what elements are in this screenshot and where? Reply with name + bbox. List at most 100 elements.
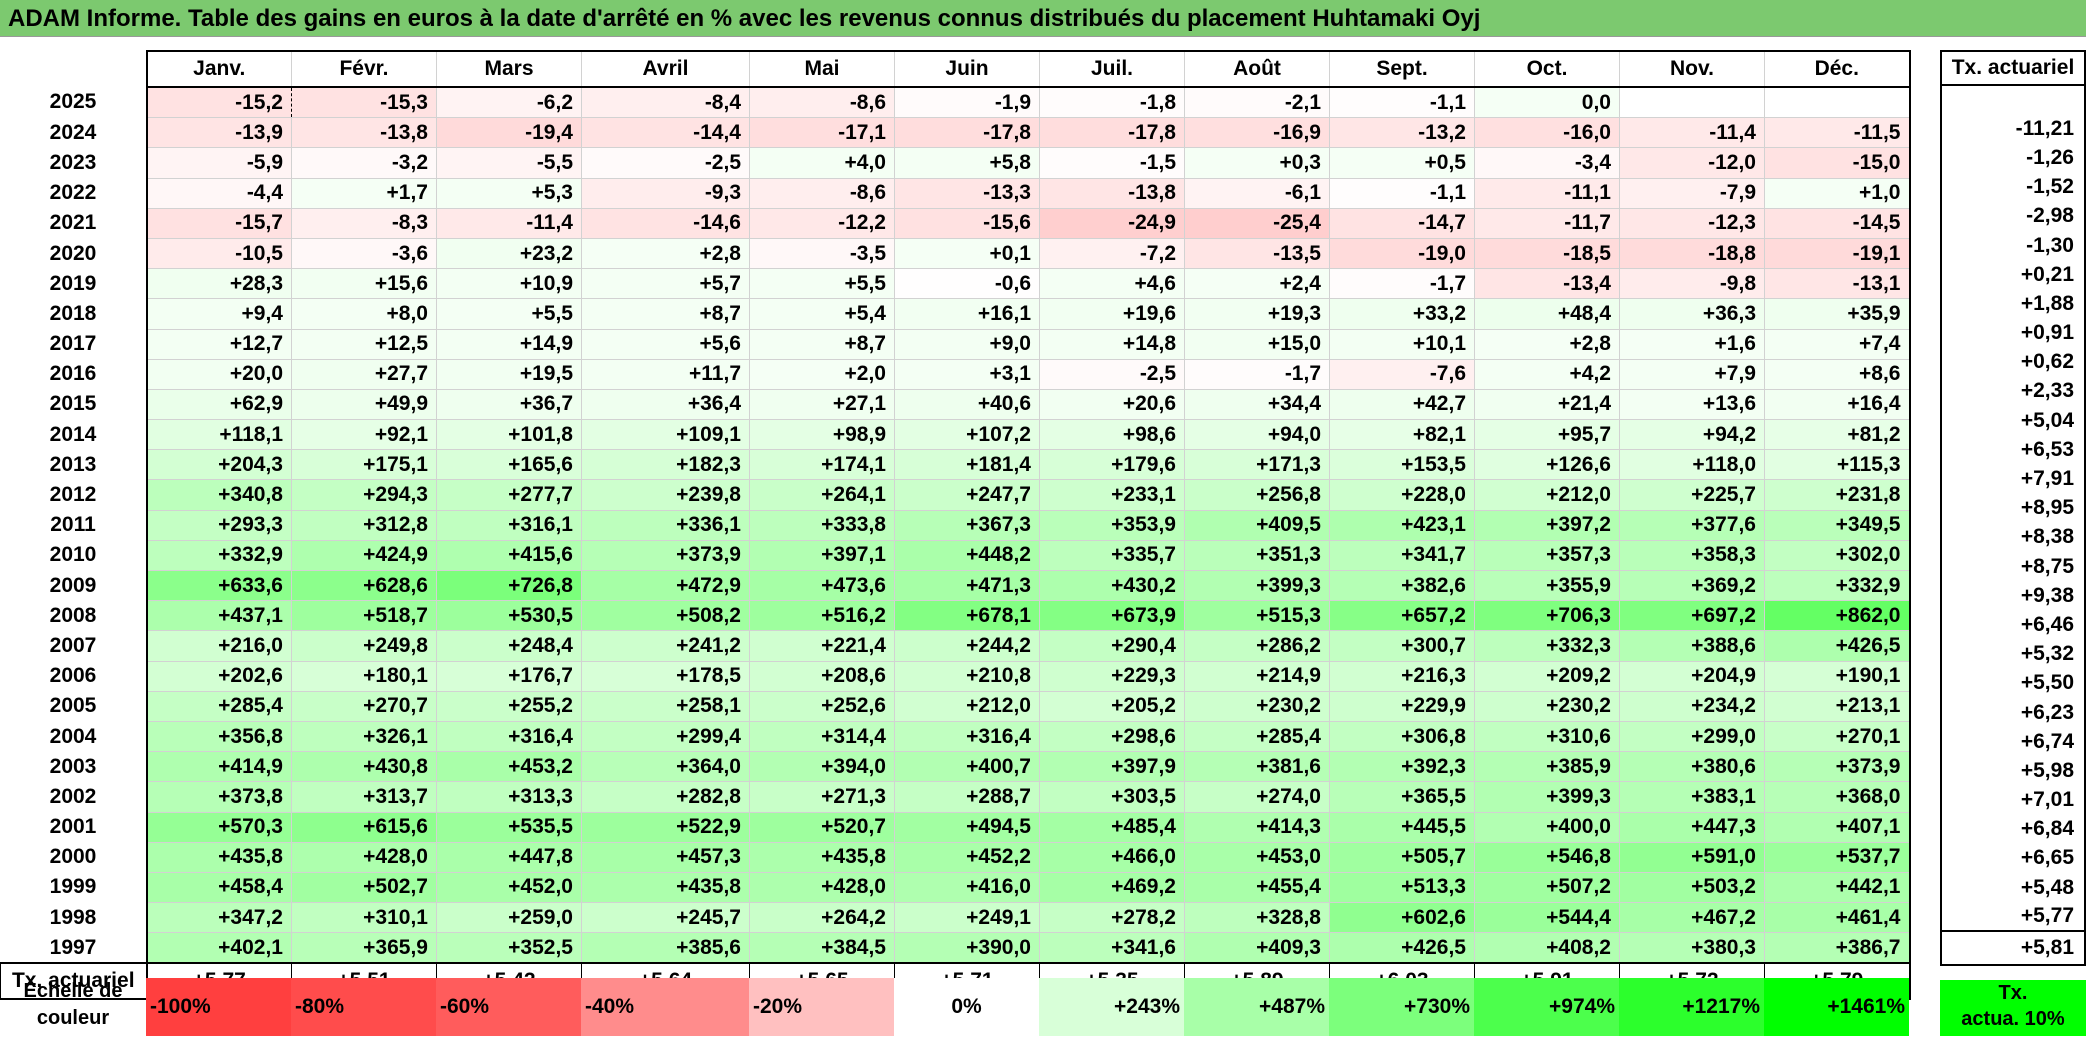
gain-cell: +1,6 (1619, 329, 1765, 360)
gain-cell: +507,2 (1474, 872, 1620, 904)
gain-cell: +40,6 (894, 389, 1040, 421)
gain-cell: -6,1 (1184, 178, 1330, 209)
gain-cell: +332,9 (1764, 570, 1911, 602)
gain-cell: +426,5 (1764, 630, 1911, 662)
gain-cell: +4,2 (1474, 359, 1620, 390)
gain-cell: +221,4 (749, 630, 895, 662)
table-row: 2009 +633,6 +628,6 +726,8 +472,9 +473,6 +471,3… (0, 570, 1911, 602)
table-row: 2015 +62,9 +49,9 +36,7 +36,4 +27,1 +40,6 +20,6 +… (0, 389, 1911, 421)
gain-cell: +2,8 (1474, 329, 1620, 360)
tx-cell: -11,21 (1940, 114, 2086, 144)
gain-cell: +399,3 (1184, 570, 1330, 602)
gain-cell: +34,4 (1184, 389, 1330, 421)
month-header: Juil. (1039, 50, 1185, 88)
gain-cell: +364,0 (581, 751, 750, 783)
gain-cell: +5,8 (894, 147, 1040, 179)
gain-cell: -13,3 (894, 178, 1040, 209)
gain-cell: +15,6 (291, 268, 437, 300)
color-scale-label: Echelle de couleur (0, 978, 146, 1036)
gain-cell: +435,8 (581, 872, 750, 904)
gain-cell: -19,0 (1329, 238, 1475, 270)
gain-cell: +175,1 (291, 449, 437, 481)
scale-swatch: +1217% (1619, 978, 1764, 1036)
table-row: 2010 +332,9 +424,9 +415,6 +373,9 +397,1 +448,2… (0, 540, 1911, 572)
gain-cell: +461,4 (1764, 902, 1911, 934)
gain-cell: +515,3 (1184, 600, 1330, 632)
tx-cell: +8,95 (1940, 493, 2086, 523)
tx-cell: -2,98 (1940, 201, 2086, 231)
gain-cell: +285,4 (146, 691, 292, 722)
table-row: 2020 -10,5 -3,6 +23,2 +2,8 -3,5 +0,1 -7,2 -13,5-… (0, 238, 1911, 270)
year-label: 2002 (0, 781, 148, 812)
gain-cell: +259,0 (436, 902, 582, 934)
gain-cell: +397,9 (1039, 751, 1185, 783)
gain-cell: +368,0 (1764, 781, 1911, 813)
gain-cell: -18,5 (1474, 238, 1620, 270)
tx-cell: +1,88 (1940, 289, 2086, 319)
gain-cell: +21,4 (1474, 389, 1620, 421)
gain-cell: -2,5 (581, 147, 750, 179)
gain-cell: -13,2 (1329, 117, 1475, 149)
gain-cell: +591,0 (1619, 842, 1765, 873)
scale-tx-swatch: Tx. actua. 10% (1940, 980, 2086, 1036)
gain-cell: +216,0 (146, 630, 292, 662)
year-label: 2014 (0, 419, 148, 450)
tx-cell: +5,98 (1940, 756, 2086, 786)
year-label: 2017 (0, 329, 148, 360)
gain-cell: +28,3 (146, 268, 292, 300)
year-label: 2004 (0, 721, 148, 752)
gain-cell (1619, 87, 1765, 119)
gain-cell: +373,8 (146, 781, 292, 813)
gain-cell: +333,8 (749, 510, 895, 541)
gain-cell: +341,6 (1039, 932, 1185, 964)
tx-cell: +8,75 (1940, 552, 2086, 582)
month-header-row: Janv. Févr. Mars Avril Mai Juin Juil. Ao… (0, 50, 1911, 88)
gain-cell: +278,2 (1039, 902, 1185, 934)
tx-header: Tx. actuariel (1940, 50, 2086, 86)
gain-cell: +94,0 (1184, 419, 1330, 451)
gain-cell: +107,2 (894, 419, 1040, 451)
gain-cell: +453,0 (1184, 842, 1330, 873)
gain-cell: +544,4 (1474, 902, 1620, 934)
gain-cell: -12,2 (749, 208, 895, 239)
gain-cell: +239,8 (581, 479, 750, 511)
gain-cell: -11,4 (436, 208, 582, 239)
gain-cell: -15,6 (894, 208, 1040, 239)
gain-cell: +862,0 (1764, 600, 1911, 632)
gain-cell: +447,8 (436, 842, 582, 873)
gain-cell: +98,6 (1039, 419, 1185, 451)
gain-cell: +453,2 (436, 751, 582, 783)
gain-cell: +353,9 (1039, 510, 1185, 541)
gain-cell: -1,7 (1329, 268, 1475, 300)
gain-cell: +181,4 (894, 449, 1040, 481)
year-label: 2022 (0, 178, 148, 209)
year-label: 2024 (0, 117, 148, 148)
gain-cell: +101,8 (436, 419, 582, 451)
gain-cell: +248,4 (436, 630, 582, 662)
gain-cell: +5,7 (581, 268, 750, 300)
month-header: Avril (581, 50, 750, 88)
scale-tx-line2: actua. 10% (1961, 1008, 2065, 1030)
gain-cell: +314,4 (749, 721, 895, 753)
gain-cell: +202,6 (146, 661, 292, 692)
tx-cell: +6,74 (1940, 727, 2086, 757)
scale-tx-line1: Tx. (1998, 982, 2028, 1004)
gain-cell: +494,5 (894, 812, 1040, 843)
table-row: 2025 -15,2 -15,3 -6,2 -8,4 -8,6 -1,9 -1,8 -2,1 -1… (0, 86, 1911, 119)
gain-cell: -14,4 (581, 117, 750, 149)
gain-cell: +673,9 (1039, 600, 1185, 632)
gain-cell: +485,4 (1039, 812, 1185, 843)
table-row: 2011 +293,3 +312,8 +316,1 +336,1 +333,8 +367,3… (0, 510, 1911, 541)
gain-cell: +469,2 (1039, 872, 1185, 904)
table-row: 2013 +204,3 +175,1 +165,6 +182,3 +174,1 +181,4… (0, 449, 1911, 481)
gain-cell: +380,3 (1619, 932, 1765, 964)
table-row: 2000 +435,8 +428,0 +447,8 +457,3 +435,8 +452,2… (0, 842, 1911, 873)
gain-cell: -13,5 (1184, 238, 1330, 270)
gain-cell: +390,0 (894, 932, 1040, 964)
tx-cell: +0,21 (1940, 260, 2086, 290)
gain-cell: -17,8 (1039, 117, 1185, 149)
table-row: 2004 +356,8 +326,1 +316,4 +299,4 +314,4 +316,4… (0, 721, 1911, 753)
table-row: 2002 +373,8 +313,7 +313,3 +282,8 +271,3 +288,7… (0, 781, 1911, 813)
gain-cell: +92,1 (291, 419, 437, 451)
gain-cell: +437,1 (146, 600, 292, 632)
